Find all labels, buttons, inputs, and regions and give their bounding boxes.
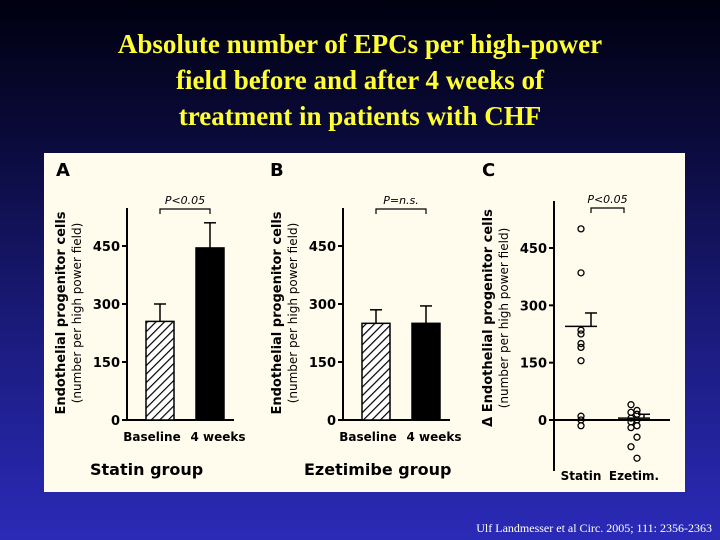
panel-b-category-label: Baseline — [339, 430, 396, 444]
title-line-1: Absolute number of EPCs per high-power — [117, 29, 603, 59]
panel-c-point — [577, 412, 585, 420]
panel-c-significance-bracket — [590, 207, 625, 213]
panel-c-y-tick-label: 300 — [520, 299, 547, 314]
panel-b-category-label: 4 weeks — [406, 430, 461, 444]
panel-a-y-tick-label: 150 — [93, 356, 120, 371]
panel-b-significance-bracket — [375, 208, 427, 214]
panel-c-category-label: Statin — [561, 469, 602, 483]
panel-b-bar-1 — [361, 322, 391, 421]
panel-c-point — [627, 443, 635, 451]
panel-b-significance-label: P=n.s. — [383, 194, 419, 207]
panel-c-point — [577, 343, 585, 352]
panel-c-point — [633, 433, 641, 441]
panel-c-category-label: Ezetim. — [609, 469, 659, 483]
panel-a-y-label: Endothelial progenitor cells — [54, 211, 69, 414]
panel-a-significance-label: P<0.05 — [165, 194, 205, 207]
title-line-2: field before and after 4 weeks of — [176, 65, 544, 95]
panel-a-y-label-2: (number per high power field) — [70, 223, 84, 404]
panel-a-letter: A — [56, 160, 70, 181]
panel-c-point — [577, 330, 585, 338]
panel-c-point — [577, 225, 585, 233]
panel-a-bar-2 — [195, 247, 225, 421]
panel-c-y-tick-label: 150 — [520, 357, 547, 372]
panel-b-y-tick-label: 150 — [309, 356, 336, 371]
slide-title: Absolute number of EPCs per high-power f… — [20, 26, 700, 134]
panel-c-y-label-2: (number per high power field) — [497, 228, 511, 409]
panel-a-category-label: 4 weeks — [190, 430, 245, 444]
figure-panel: A 0 150 300 450 Endothelial progenitor cells(… — [44, 153, 685, 492]
panel-c-point — [577, 422, 585, 430]
panel-c-y-tick-label: 450 — [520, 242, 547, 257]
panel-b-y-tick-label: 450 — [309, 240, 336, 255]
panel-b-y-tick-label: 0 — [327, 414, 336, 429]
panel-a-significance-bracket — [159, 208, 211, 214]
panel-c-point — [577, 269, 585, 277]
panel-c-y-label: Δ Endothelial progenitor cells — [481, 209, 496, 427]
panel-a-category-label: Baseline — [123, 430, 180, 444]
panel-b-y-label: Endothelial progenitor cells — [270, 211, 285, 414]
panel-b-letter: B — [270, 160, 284, 181]
panel-c-point — [627, 423, 635, 432]
panel-a-y-tick-label: 300 — [93, 298, 120, 313]
panel-c-significance-label: P<0.05 — [587, 193, 627, 206]
panel-c-point — [627, 401, 635, 409]
panel-c-y-tick-label: 0 — [538, 414, 547, 429]
panel-c-point — [577, 326, 585, 334]
citation: Ulf Landmesser et al Circ. 2005; 111: 23… — [476, 521, 712, 535]
panel-b-group-label: Ezetimibe group — [304, 460, 451, 479]
panel-a-group-label: Statin group — [90, 460, 203, 479]
panel-a-y-tick-label: 450 — [93, 240, 120, 255]
panel-b-y-tick-label: 300 — [309, 298, 336, 313]
panel-a-bar-1 — [145, 320, 175, 421]
panel-c-point — [633, 454, 641, 462]
panel-c-point — [577, 339, 585, 348]
panel-b-bar-2 — [411, 322, 441, 421]
title-line-3: treatment in patients with CHF — [178, 101, 542, 131]
panel-c-point — [577, 357, 585, 365]
panel-b-y-label-2: (number per high power field) — [286, 223, 300, 404]
panel-a-y-tick-label: 0 — [111, 414, 120, 429]
panel-c-letter: C — [482, 160, 495, 181]
